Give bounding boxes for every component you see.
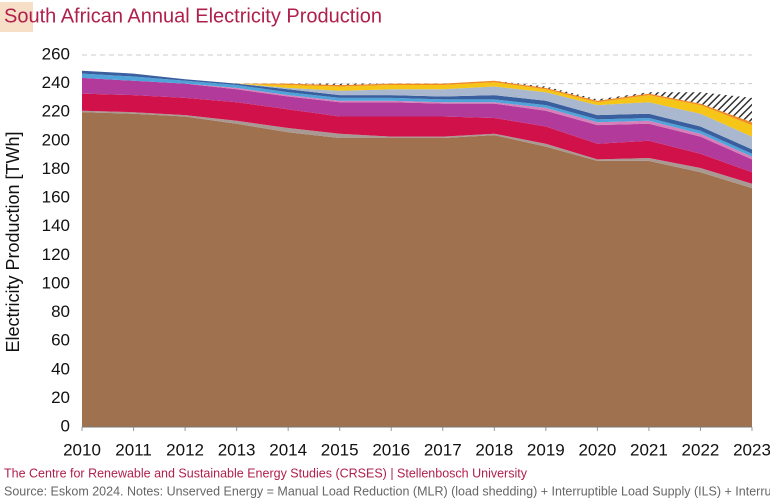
y-tick-label: 60 — [51, 331, 70, 350]
x-tick-label: 2015 — [321, 440, 359, 459]
y-tick-label: 40 — [51, 359, 70, 378]
x-tick-label: 2010 — [63, 440, 101, 459]
title-highlight — [0, 2, 33, 32]
x-tick-label: 2014 — [269, 440, 307, 459]
y-tick-label: 220 — [42, 102, 70, 121]
chart-title: South African Annual Electricity Product… — [4, 5, 382, 27]
footer: The Centre for Renewable and Sustainable… — [4, 466, 528, 480]
y-tick-label: 240 — [42, 73, 70, 92]
area — [82, 70, 752, 150]
y-tick-label: 200 — [42, 130, 70, 149]
x-tick-label: 2018 — [475, 440, 513, 459]
y-tick-label: 120 — [42, 245, 70, 264]
y-axis-label: Electricity Production [TWh] — [3, 131, 23, 352]
x-tick-label: 2011 — [115, 440, 152, 459]
x-tick-label: 2012 — [166, 440, 204, 459]
y-tick-label: 0 — [61, 416, 70, 435]
y-tick-label: 20 — [51, 388, 70, 407]
x-tick-label: 2016 — [372, 440, 410, 459]
y-tick-label: 140 — [42, 216, 70, 235]
area — [82, 77, 752, 173]
x-tick-label: 2021 — [630, 440, 668, 459]
source-note: Source: Eskom 2024. Notes: Unserved Ener… — [4, 484, 770, 498]
area — [82, 93, 752, 184]
y-tick-label: 260 — [42, 44, 70, 63]
x-tick-label: 2019 — [527, 440, 565, 459]
x-tick-label: 2020 — [578, 440, 616, 459]
x-tick-label: 2013 — [218, 440, 256, 459]
y-tick-label: 100 — [42, 273, 70, 292]
plot-area: 0 20 40 60 80 100 120 140 160 180 200 220 240 260 2010… — [42, 44, 770, 459]
area — [82, 112, 752, 427]
y-tick-label: 160 — [42, 188, 70, 207]
y-tick-label: 80 — [51, 302, 70, 321]
x-tick-label: 2017 — [424, 440, 462, 459]
y-tick-label: 180 — [42, 159, 70, 178]
x-tick-label: 2023 — [733, 440, 770, 459]
x-tick-label: 2022 — [682, 440, 720, 459]
area — [82, 70, 752, 137]
